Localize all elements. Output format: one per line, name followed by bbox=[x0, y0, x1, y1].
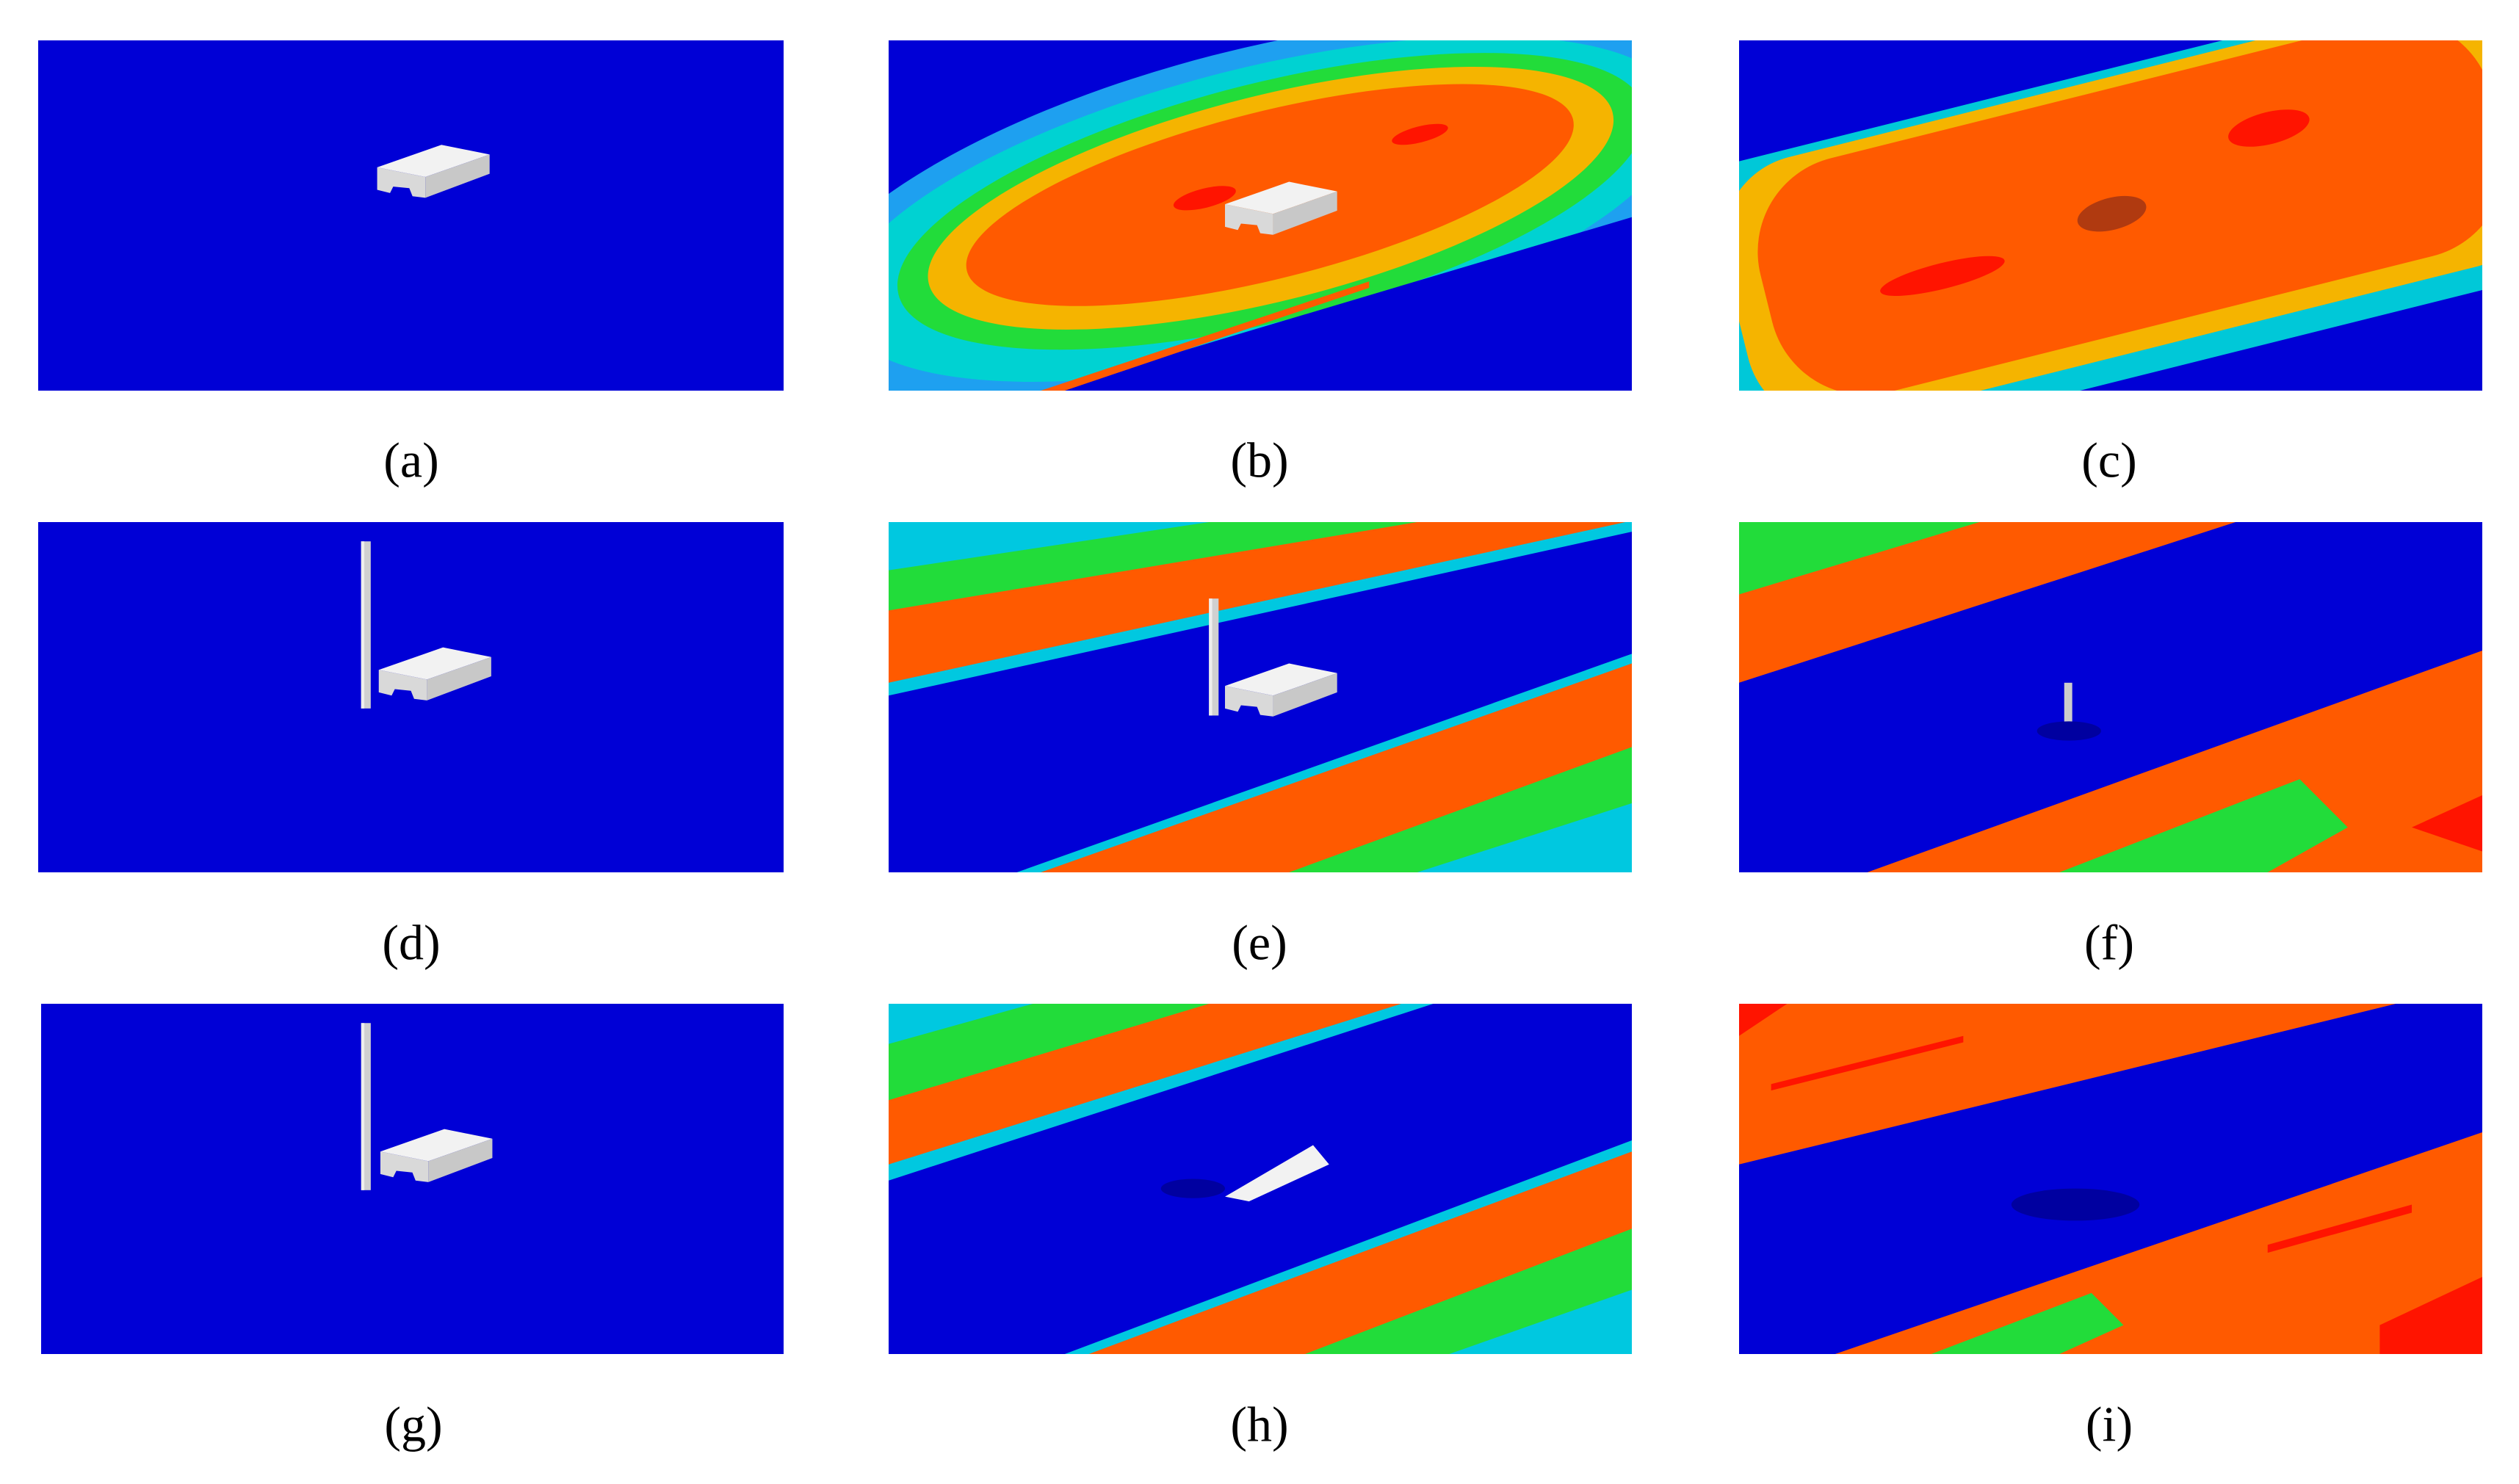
panel-g bbox=[41, 1004, 784, 1354]
panel-label: (b) bbox=[1230, 432, 1288, 488]
panel-label: (g) bbox=[384, 1397, 442, 1452]
panel-b bbox=[889, 40, 1632, 391]
panel-label: (c) bbox=[2081, 432, 2136, 488]
panel-label: (a) bbox=[383, 432, 438, 488]
panel-c bbox=[1739, 40, 2482, 391]
panel-f bbox=[1739, 522, 2482, 872]
panel-label: (i) bbox=[2086, 1397, 2133, 1452]
panel-label: (h) bbox=[1230, 1397, 1288, 1452]
panel-a bbox=[38, 40, 784, 391]
panel-h bbox=[889, 1004, 1632, 1354]
panel-label: (d) bbox=[382, 915, 440, 971]
panel-i bbox=[1739, 1004, 2482, 1354]
panel-label: (e) bbox=[1232, 915, 1287, 971]
panel-e bbox=[889, 522, 1632, 872]
panel-d bbox=[38, 522, 784, 872]
panel-label: (f) bbox=[2084, 915, 2134, 971]
